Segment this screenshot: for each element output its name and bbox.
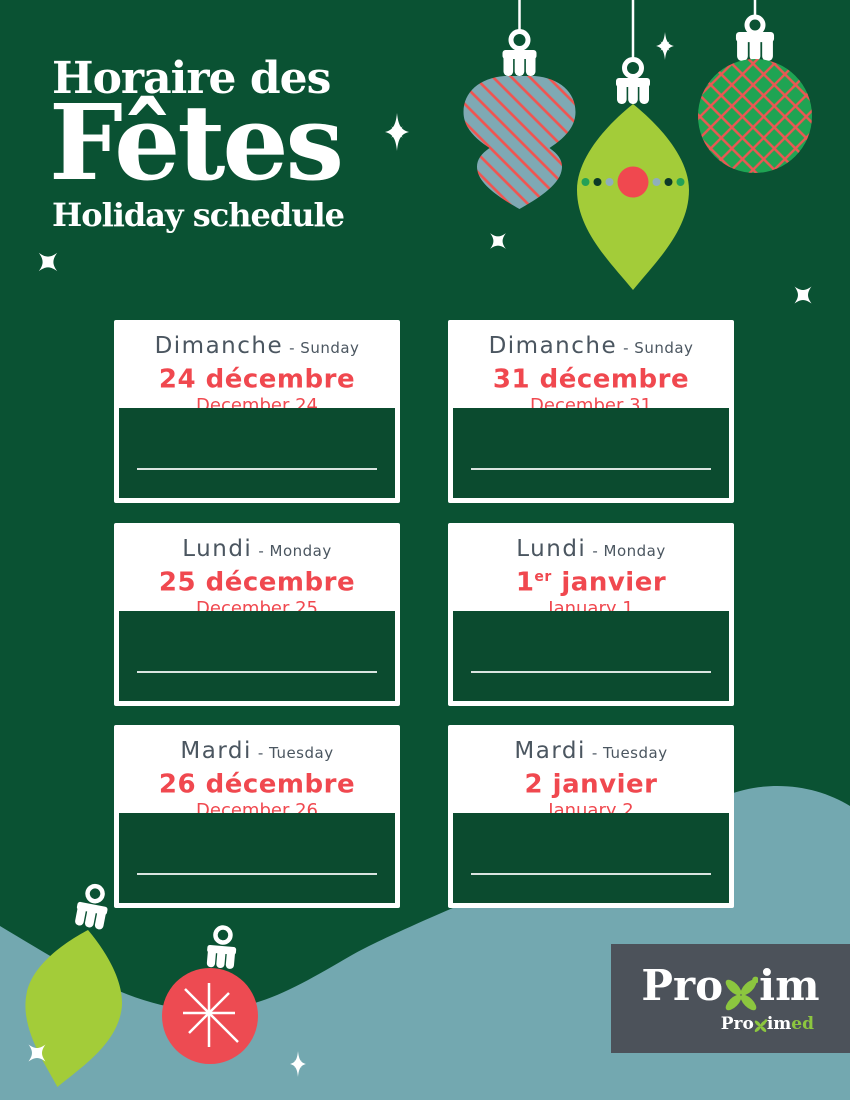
write-in-line [137, 873, 377, 875]
day-name-fr: Mardi [180, 738, 252, 764]
write-in-line [471, 671, 711, 673]
green-drop-ornament-icon [577, 57, 689, 290]
day-name-en: - Sunday [289, 339, 360, 357]
date-rest: décembre [196, 364, 356, 395]
poster-title-line1: Horaire des [52, 53, 331, 104]
card-hours-area [453, 611, 729, 701]
day-name: Lundi - Monday [448, 536, 734, 563]
card-header: Dimanche - Sunday 31 décembre December 3… [448, 320, 734, 416]
sparkle-x-icon [29, 225, 820, 312]
day-name-en: - Monday [258, 542, 332, 560]
date-num: 25 [158, 567, 197, 598]
date-fr: 1er janvier [448, 563, 734, 598]
schedule-card-dec26: Mardi - Tuesday 26 décembre December 26 [114, 725, 400, 908]
schedule-card-dec24: Dimanche - Sunday 24 décembre December 2… [114, 320, 400, 503]
poster-subtitle: Holiday schedule [52, 196, 345, 234]
striped-teardrop-ornament-icon [463, 29, 576, 209]
date-rest: janvier [551, 567, 667, 598]
date-rest: décembre [196, 769, 356, 800]
date-fr: 26 décembre [114, 765, 400, 800]
card-hours-area [453, 408, 729, 498]
logo-text-pre: Pro [641, 961, 724, 1010]
card-hours-area [119, 813, 395, 903]
sub-text-suffix: ed [791, 1014, 814, 1034]
day-name-fr: Dimanche [488, 333, 618, 359]
snowflake-icon [183, 983, 239, 1047]
write-in-line [137, 468, 377, 470]
day-name-fr: Mardi [514, 738, 586, 764]
card-hours-area [453, 813, 729, 903]
card-header: Mardi - Tuesday 2 janvier January 2 [448, 725, 734, 821]
proxim-logo: Pro im [611, 961, 850, 1011]
date-fr: 2 janvier [448, 765, 734, 800]
crosshatch-ball-ornament-icon [698, 14, 812, 173]
day-name: Dimanche - Sunday [114, 333, 400, 360]
date-num: 1 [515, 567, 535, 598]
day-name: Dimanche - Sunday [448, 333, 734, 360]
small-green-drop-ornament-icon [10, 883, 136, 1097]
schedule-card-dec25: Lundi - Monday 25 décembre December 25 [114, 523, 400, 706]
write-in-line [137, 671, 377, 673]
day-name-fr: Lundi [516, 536, 587, 562]
card-header: Dimanche - Sunday 24 décembre December 2… [114, 320, 400, 416]
date-rest: décembre [530, 364, 690, 395]
day-name-en: - Tuesday [591, 744, 668, 762]
write-in-line [471, 873, 711, 875]
day-name-en: - Monday [592, 542, 666, 560]
leaf-x-icon [725, 976, 759, 1011]
card-hours-area [119, 611, 395, 701]
proximed-logo: Pro im ed [721, 1014, 814, 1034]
day-name: Mardi - Tuesday [448, 738, 734, 765]
day-name-en: - Sunday [623, 339, 694, 357]
proxim-logo-box: Pro im Pro [611, 944, 850, 1053]
card-hours-area [119, 408, 395, 498]
write-in-line [471, 468, 711, 470]
card-header: Lundi - Monday 1er janvier January 1 [448, 523, 734, 619]
poster-title-line2: Fêtes [49, 81, 344, 204]
date-num: 2 [524, 769, 544, 800]
logo-text-post: im [759, 961, 820, 1010]
date-fr: 25 décembre [114, 563, 400, 598]
date-rest: janvier [543, 769, 658, 800]
card-header: Mardi - Tuesday 26 décembre December 26 [114, 725, 400, 821]
schedule-card-jan1: Lundi - Monday 1er janvier January 1 [448, 523, 734, 706]
leaf-x-icon [754, 1019, 767, 1032]
date-rest: décembre [196, 567, 356, 598]
sub-text-pre: Pro [720, 1014, 754, 1034]
date-fr: 24 décembre [114, 360, 400, 395]
day-name: Mardi - Tuesday [114, 738, 400, 765]
drop-dots [581, 166, 685, 198]
day-name: Lundi - Monday [114, 536, 400, 563]
day-name-fr: Dimanche [154, 333, 284, 359]
ornament-strings [518, 0, 757, 60]
date-num: 31 [492, 364, 531, 395]
date-sup: er [534, 569, 552, 585]
sub-text-mid: im [766, 1014, 792, 1034]
schedule-card-jan2: Mardi - Tuesday 2 janvier January 2 [448, 725, 734, 908]
card-header: Lundi - Monday 25 décembre December 25 [114, 523, 400, 619]
date-num: 24 [158, 364, 197, 395]
red-bauble-snowflake-icon [162, 925, 258, 1064]
day-name-fr: Lundi [182, 536, 253, 562]
date-num: 26 [158, 769, 197, 800]
schedule-card-dec31: Dimanche - Sunday 31 décembre December 3… [448, 320, 734, 503]
date-fr: 31 décembre [448, 360, 734, 395]
day-name-en: - Tuesday [257, 744, 334, 762]
